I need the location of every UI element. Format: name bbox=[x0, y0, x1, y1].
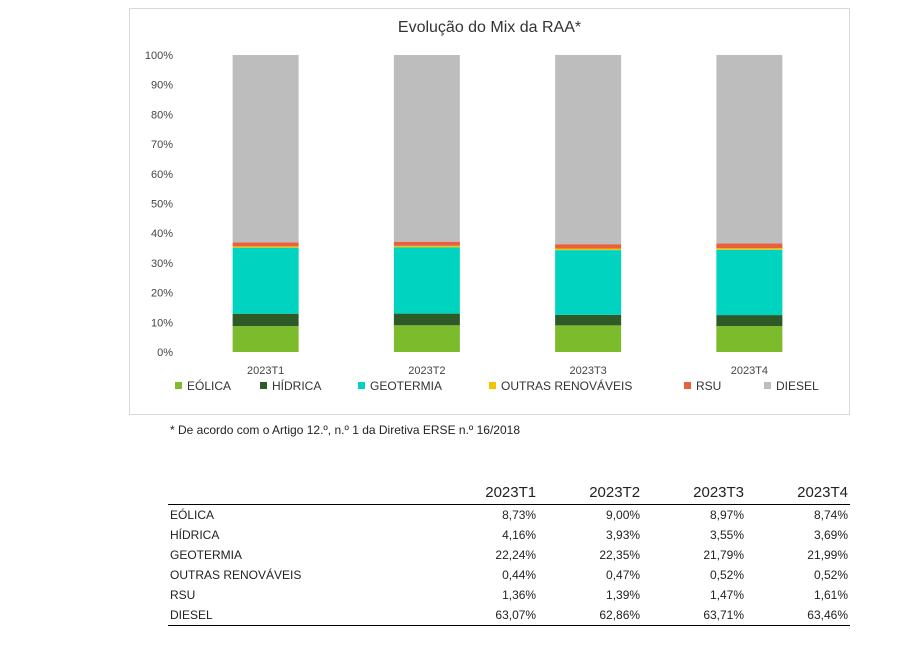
table-header-row: 2023T1 2023T2 2023T3 2023T4 bbox=[168, 482, 850, 505]
table-column-header: 2023T2 bbox=[538, 482, 643, 505]
row-label: OUTRAS RENOVÁVEIS bbox=[170, 568, 302, 582]
table-cell: 8,74% bbox=[813, 508, 848, 522]
bar-segment-geotermia bbox=[716, 249, 783, 316]
y-tick-label: 60% bbox=[151, 169, 173, 181]
y-tick-label: 50% bbox=[151, 199, 173, 211]
legend-entry: EÓLICA bbox=[187, 378, 231, 393]
table-cell: 8,97% bbox=[709, 508, 745, 522]
bar-segment-diesel bbox=[716, 54, 783, 244]
row-label: DIESEL bbox=[168, 605, 435, 626]
footnote: * De acordo com o Artigo 12.º, n.º 1 da … bbox=[170, 423, 521, 437]
table-cell: 0,52% bbox=[709, 568, 745, 582]
table-row: OUTRAS RENOVÁVEIS 0,44% 0,47% 0,52% 0,52… bbox=[168, 565, 850, 585]
table-cell: 0,52% bbox=[813, 568, 848, 582]
table-cell: 63,46% bbox=[746, 605, 850, 626]
bar-segment-rsu bbox=[232, 242, 299, 247]
y-tick-label: 80% bbox=[151, 109, 173, 121]
row-label: EÓLICA bbox=[170, 508, 215, 522]
table-cell: 0,44% bbox=[502, 568, 537, 582]
table-row: RSU 1,36% 1,39% 1,47% 1,61% bbox=[168, 585, 850, 605]
bar-segment-e-lica bbox=[716, 326, 783, 352]
table-row: HÍDRICA 4,16% 3,93% 3,55% 3,69% bbox=[168, 525, 850, 545]
y-tick-label: 10% bbox=[151, 317, 173, 329]
table-column-header: 2023T1 bbox=[434, 482, 539, 505]
bar-segment-rsu bbox=[555, 244, 622, 249]
chart-container: Evolução do Mix da RAA* 0% 10% 20% 30% 40% 50… bbox=[129, 8, 850, 415]
row-label: RSU bbox=[170, 588, 196, 602]
table-cell: 3,55% bbox=[709, 528, 745, 542]
row-label: HÍDRICA bbox=[170, 528, 220, 542]
table-cell: 22,35% bbox=[599, 548, 641, 562]
chart-title: Evolução do Mix da RAA* bbox=[397, 19, 582, 36]
bar-segment-diesel bbox=[555, 54, 622, 245]
y-tick-label: 30% bbox=[151, 258, 173, 270]
table-cell: 62,86% bbox=[538, 605, 643, 626]
x-tick-label: 2023T1 bbox=[247, 365, 284, 377]
row-label: GEOTERMIA bbox=[170, 548, 243, 562]
bar-segment-diesel bbox=[393, 55, 460, 242]
bar-segment-outras-renov-veis bbox=[716, 248, 783, 250]
bar-segment-rsu bbox=[716, 243, 783, 249]
table-cell: 63,07% bbox=[434, 605, 539, 626]
table-cell: 21,79% bbox=[703, 548, 745, 562]
table-cell: 3,69% bbox=[813, 528, 848, 542]
bar-segment-h-drica bbox=[393, 313, 460, 326]
table-cell: 1,36% bbox=[502, 588, 537, 602]
table-row: DIESEL 63,07% 62,86% 63,71% 63,46% bbox=[168, 605, 850, 626]
y-tick-label: 0% bbox=[157, 347, 173, 359]
bar-segment-rsu bbox=[393, 241, 460, 246]
bar-segment-geotermia bbox=[232, 247, 299, 314]
y-tick-label: 100% bbox=[145, 50, 173, 62]
bar-segment-h-drica bbox=[716, 315, 783, 327]
bar-segment-diesel bbox=[232, 55, 299, 243]
legend-entry: DIESEL bbox=[776, 379, 819, 393]
bar-segment-e-lica bbox=[393, 325, 460, 352]
bar-segment-e-lica bbox=[555, 325, 622, 352]
table-cell: 1,39% bbox=[606, 588, 641, 602]
x-tick-label: 2023T4 bbox=[731, 365, 768, 377]
legend-entry: OUTRAS RENOVÁVEIS bbox=[501, 378, 632, 393]
x-tick-label: 2023T2 bbox=[408, 365, 445, 377]
y-tick-label: 20% bbox=[151, 288, 173, 300]
bar-segment-e-lica bbox=[232, 326, 299, 352]
table-cell: 4,16% bbox=[502, 528, 537, 542]
table-cell: 63,71% bbox=[642, 605, 747, 626]
y-tick-label: 70% bbox=[151, 139, 173, 151]
bar-segment-outras-renov-veis bbox=[555, 248, 622, 251]
table-cell: 1,61% bbox=[813, 588, 848, 602]
bar-segment-h-drica bbox=[232, 313, 299, 327]
legend-entry: GEOTERMIA bbox=[370, 379, 442, 393]
bar-segment-geotermia bbox=[393, 247, 460, 314]
legend-swatch bbox=[175, 382, 182, 389]
table-cell: 21,99% bbox=[807, 548, 848, 562]
x-tick-label: 2023T3 bbox=[569, 365, 606, 377]
table-row: GEOTERMIA 22,24% 22,35% 21,79% 21,99% bbox=[168, 545, 850, 565]
table-cell: 9,00% bbox=[606, 508, 641, 522]
bar-segment-geotermia bbox=[555, 250, 622, 315]
legend-swatch bbox=[358, 382, 365, 389]
table-cell: 3,93% bbox=[606, 528, 641, 542]
legend-swatch bbox=[260, 382, 267, 389]
stacked-bar-chart: 0% 10% 20% 30% 40% 50% 60% 70% 80% 90% 100% 2023T1 2… bbox=[145, 50, 819, 393]
table-cell: 1,47% bbox=[709, 588, 745, 602]
bar-segment-h-drica bbox=[555, 314, 622, 326]
legend-entry: RSU bbox=[696, 379, 721, 393]
legend-entry: HÍDRICA bbox=[272, 378, 321, 393]
y-tick-label: 40% bbox=[151, 228, 173, 240]
legend-swatch bbox=[489, 382, 496, 389]
table-cell: 0,47% bbox=[606, 568, 641, 582]
table-cell: 8,73% bbox=[502, 508, 537, 522]
bar-segment-outras-renov-veis bbox=[393, 245, 460, 248]
mix-table: 2023T1 2023T2 2023T3 2023T4 EÓLICA 8,73%… bbox=[168, 482, 850, 626]
table-column-header: 2023T3 bbox=[642, 482, 747, 505]
bar-segment-outras-renov-veis bbox=[232, 246, 299, 248]
legend-swatch bbox=[764, 382, 771, 389]
y-tick-label: 90% bbox=[151, 80, 173, 92]
table-cell: 22,24% bbox=[495, 548, 537, 562]
legend-swatch bbox=[684, 382, 691, 389]
table-column-header: 2023T4 bbox=[746, 482, 850, 505]
table-corner bbox=[168, 482, 435, 505]
table-row: EÓLICA 8,73% 9,00% 8,97% 8,74% bbox=[168, 505, 850, 526]
